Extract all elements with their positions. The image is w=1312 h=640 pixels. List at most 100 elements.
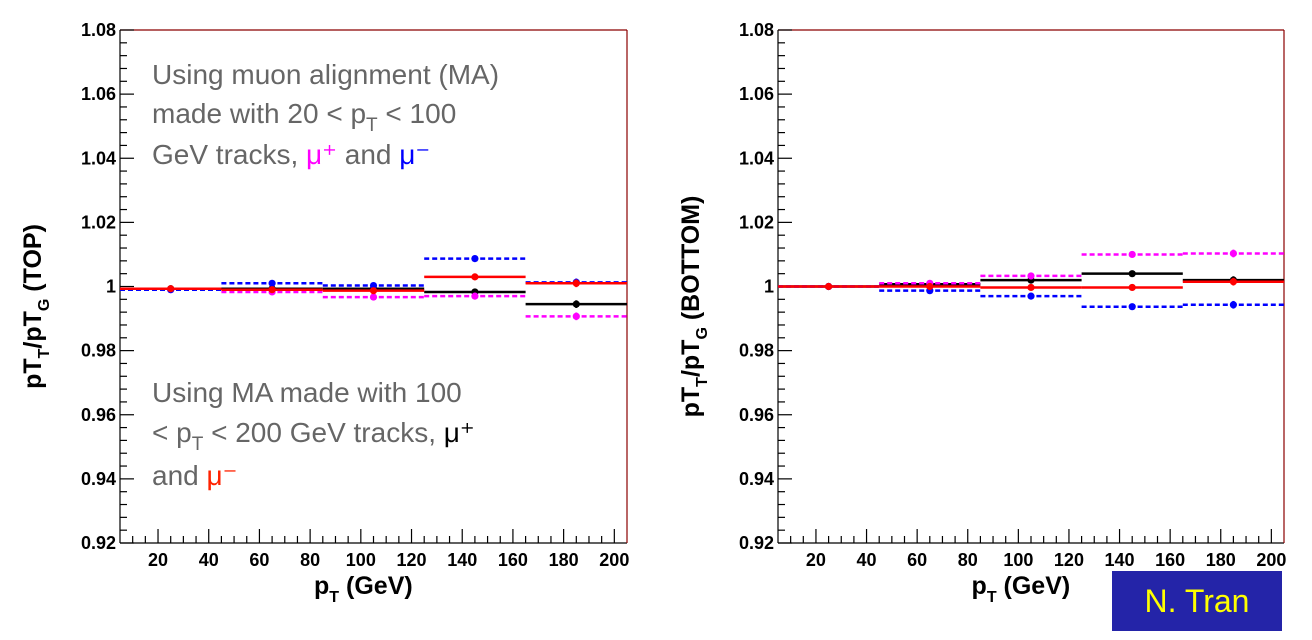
bottom-y-tick-label: 0.98 [739,341,774,361]
top-y-tick-label: 1.08 [81,20,116,40]
top-series-1-point [572,312,580,320]
annotation-line-5-part-1: < p [152,417,192,448]
annotation-line-5-part-2: T [192,434,204,455]
bottom-y-axis-label-sub1: T [694,377,711,387]
bottom-series-3-point [926,282,934,291]
top-series-2-point [369,281,378,290]
top-y-tick-label: 0.96 [81,405,116,425]
annotation-line-2-part-2: T [366,115,378,136]
bottom-x-tick-label: 200 [1256,550,1286,570]
top-y-axis-label: pTT/pTG (TOP) [19,224,53,389]
bottom-y-tick-label: 0.92 [739,533,774,553]
bottom-series-2-point [1027,292,1035,300]
bottom-y-tick-label: 1 [764,277,774,297]
bottom-y-tick-label: 1.08 [739,20,774,40]
top-series-0-point [572,300,580,308]
top-plot: 0.92 0.94 0.96 0.98 1 1.02 1.04 1.06 1.08 20 40 60 8… [19,20,629,606]
bottom-x-tick-label: 80 [958,550,978,570]
top-series-3-point [167,285,175,293]
bottom-x-tick-label: 100 [1003,550,1033,570]
bottom-series-1-point [1128,250,1136,259]
bottom-series-3-point [825,282,833,291]
annotation-line-2: made with 20 < pT < 100 [152,98,456,136]
annotation-line-2-part-1: made with 20 < p [152,98,366,129]
annotation-line-3-part-3: and [337,139,399,170]
bottom-y-tick-label: 0.94 [739,469,774,489]
bottom-x-axis-label: pT (GeV) [972,572,1071,606]
top-y-tick-label: 0.92 [81,533,116,553]
top-x-tick-label: 60 [249,550,269,570]
top-series-3-point [471,273,479,281]
bottom-y-axis-label: pTT/pTG (BOTTOM) [677,196,711,418]
bottom-series-3-point [1128,283,1136,292]
top-series-3-point [572,279,580,287]
bottom-series-2-point [1128,303,1136,311]
top-y-tick-label: 0.94 [81,469,116,489]
bottom-y-tick-label: 0.96 [739,405,774,425]
top-annotations: Using muon alignment (MA) made with 20 < … [152,59,499,491]
top-x-tick-label: 100 [346,550,376,570]
bottom-x-tick-label: 20 [806,550,826,570]
bottom-plot: 0.92 0.94 0.96 0.98 1 1.02 1.04 1.06 1.08 20 40 60 8… [677,20,1286,606]
top-series-3-point [268,286,276,294]
bottom-x-tick-label: 160 [1155,550,1185,570]
author-label: N. Tran [1112,571,1282,631]
bottom-x-axis-label-sub: T [987,589,997,606]
top-y-axis-label-sub1: T [36,348,53,358]
bottom-x-tick-label: 180 [1206,550,1236,570]
bottom-y-tick-label: 1.02 [739,212,774,232]
top-x-tick-label: 80 [300,550,320,570]
top-x-axis-label-sub: T [329,589,339,606]
bottom-y-tick-label: 1.04 [739,148,774,168]
top-y-tick-label: 1.04 [81,148,116,168]
top-x-axis-label: pT (GeV) [314,572,413,606]
top-y-tick-label: 1 [106,277,116,297]
annotation-line-5: < pT < 200 GeV tracks, μ⁺ [152,417,475,455]
top-x-axis-label-unit: (GeV) [339,572,413,600]
top-y-axis-label-part1: pT [19,358,47,389]
bottom-x-tick-label: 60 [907,550,927,570]
top-series-1-point [471,292,479,300]
bottom-series-0-point [1128,270,1136,278]
top-series-2-point [471,255,479,263]
bottom-series-1-point [1229,249,1237,258]
bottom-series-2-point [1229,301,1237,309]
top-x-tick-label: 40 [199,550,219,570]
annotation-line-4: Using MA made with 100 [152,377,462,408]
top-series-2 [120,255,627,294]
top-y-tick-label: 0.98 [81,341,116,361]
annotation-line-3: GeV tracks, μ⁺ and μ⁻ [152,139,430,170]
bottom-x-tick-label: 40 [857,550,877,570]
bottom-series-3 [778,277,1284,292]
top-y-tick-label: 1.02 [81,212,116,232]
bottom-y-axis-label-part3: (BOTTOM) [677,196,705,327]
top-y-axis-label-part2: /pT [19,311,47,349]
annotation-line-4-part-1: Using MA made with 100 [152,377,462,408]
top-series-2-point [268,279,276,287]
top-x-tick-label: 160 [498,550,528,570]
top-x-tick-label: 180 [549,550,579,570]
bottom-y-axis-label-sub2: G [694,327,711,339]
top-y-axis-label-sub2: G [36,299,53,311]
top-y-tick-label: 1.06 [81,84,116,104]
bottom-x-tick-label: 120 [1054,550,1084,570]
bottom-x-tick-label: 140 [1105,550,1135,570]
annotation-line-5-part-3: < 200 GeV tracks, [203,417,443,448]
annotation-line-3-part-4: μ⁻ [399,139,430,170]
annotation-line-3-part-2: μ⁺ [306,139,337,170]
bottom-y-axis-label-part2: /pT [677,340,705,378]
top-x-tick-label: 20 [148,550,168,570]
top-series-3 [120,273,627,295]
annotation-line-3-part-1: GeV tracks, [152,139,306,170]
bottom-series-3-point [1229,278,1237,286]
bottom-x-axis-label-unit: (GeV) [997,572,1071,600]
top-series-1-point [369,293,378,301]
bottom-x-axis-label-main: p [972,572,987,600]
bottom-series-3-point [1027,283,1035,292]
top-x-tick-label: 200 [599,550,629,570]
bottom-y-tick-label: 1.06 [739,84,774,104]
annotation-line-1: Using muon alignment (MA) [152,59,499,90]
annotation-line-6-part-2: μ⁻ [207,460,238,491]
annotation-line-6-part-1: and [152,460,207,491]
